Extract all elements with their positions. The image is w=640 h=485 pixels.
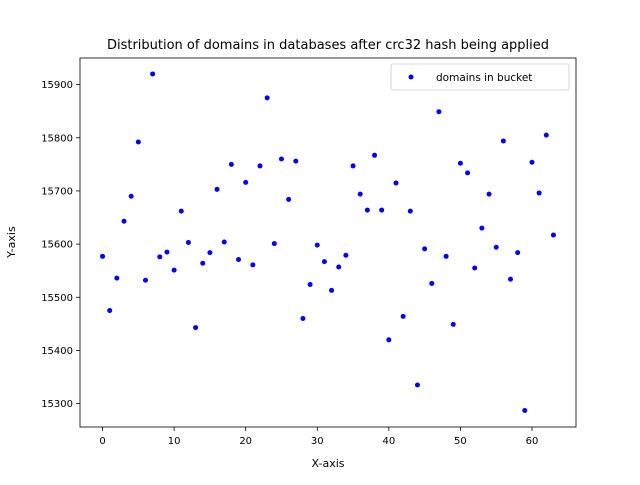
data-point — [271, 241, 277, 247]
data-point — [400, 313, 406, 319]
data-point — [479, 225, 485, 231]
data-point — [321, 259, 327, 265]
data-point — [329, 287, 335, 293]
data-point — [515, 250, 521, 256]
data-point — [407, 208, 413, 214]
data-point — [508, 276, 514, 282]
data-point — [443, 253, 449, 259]
data-point — [314, 242, 320, 248]
y-axis-label: Y-axis — [5, 226, 18, 259]
data-point — [307, 282, 313, 288]
x-axis: 0 10 20 30 40 50 60 — [99, 427, 538, 447]
data-point — [393, 180, 399, 186]
data-point — [379, 207, 385, 213]
x-tick-label: 60 — [526, 436, 539, 447]
data-point — [164, 249, 170, 255]
data-point — [135, 139, 141, 145]
y-tick-label: 15500 — [41, 293, 73, 304]
data-point — [500, 138, 506, 144]
data-point — [343, 252, 349, 258]
data-point — [200, 260, 206, 266]
x-tick-label: 50 — [454, 436, 467, 447]
data-point — [157, 254, 163, 260]
data-point — [543, 132, 549, 138]
data-point — [293, 158, 299, 164]
data-point — [550, 232, 556, 238]
y-tick-label: 15600 — [41, 240, 73, 251]
data-point — [178, 208, 184, 214]
data-point — [422, 246, 428, 252]
data-point — [522, 408, 528, 414]
data-point — [493, 244, 499, 250]
data-point — [264, 95, 270, 101]
data-point — [436, 109, 442, 115]
x-tick-label: 10 — [168, 436, 181, 447]
legend: domains in bucket — [390, 63, 570, 91]
legend-marker-icon — [408, 74, 414, 80]
data-point — [193, 325, 199, 331]
x-tick-label: 20 — [239, 436, 252, 447]
data-point — [386, 337, 392, 343]
data-point — [357, 191, 363, 197]
data-point — [278, 156, 284, 162]
x-tick-label: 30 — [311, 436, 324, 447]
data-point — [107, 308, 113, 314]
legend-box — [390, 63, 570, 91]
data-point — [250, 262, 256, 268]
data-point — [257, 163, 263, 169]
y-tick-label: 15300 — [41, 399, 73, 410]
y-tick-label: 15900 — [41, 80, 73, 91]
data-point — [150, 71, 156, 77]
data-point — [207, 250, 213, 256]
data-point — [286, 196, 292, 202]
data-point — [457, 160, 463, 166]
data-point — [214, 186, 220, 192]
data-point — [185, 240, 191, 245]
data-point — [100, 253, 106, 259]
data-point — [364, 207, 370, 213]
y-axis: 15300 15400 15500 15600 15700 15800 15900 — [41, 80, 80, 410]
data-point — [243, 179, 249, 185]
data-point — [336, 264, 342, 270]
data-point — [414, 382, 420, 388]
data-point — [450, 321, 456, 327]
data-point — [529, 159, 535, 165]
data-point — [536, 190, 542, 196]
plot-frame — [79, 57, 577, 428]
data-point — [486, 191, 492, 197]
data-point — [142, 277, 148, 283]
x-axis-label: X-axis — [312, 457, 345, 470]
data-point — [128, 193, 134, 199]
data-point — [171, 267, 177, 273]
chart-title: Distribution of domains in databases aft… — [107, 38, 549, 53]
data-point — [372, 152, 378, 158]
data-point — [236, 257, 242, 263]
plot-area: 0 10 20 30 40 50 60 15300154001550015600157001… — [41, 57, 577, 447]
y-tick-label: 15700 — [41, 186, 73, 197]
x-tick-label: 40 — [382, 436, 395, 447]
y-tick-label: 15800 — [41, 133, 73, 144]
data-point — [472, 265, 478, 271]
data-point — [465, 170, 471, 176]
data-point — [121, 218, 127, 224]
data-point — [221, 239, 227, 245]
data-point — [350, 163, 356, 169]
x-tick-label: 0 — [99, 436, 105, 447]
y-tick-label: 15400 — [41, 346, 73, 357]
data-point — [228, 161, 234, 167]
legend-label: domains in bucket — [436, 72, 532, 84]
data-point — [300, 316, 306, 322]
data-point — [114, 275, 120, 281]
data-point — [429, 280, 435, 286]
data-points — [100, 71, 556, 414]
